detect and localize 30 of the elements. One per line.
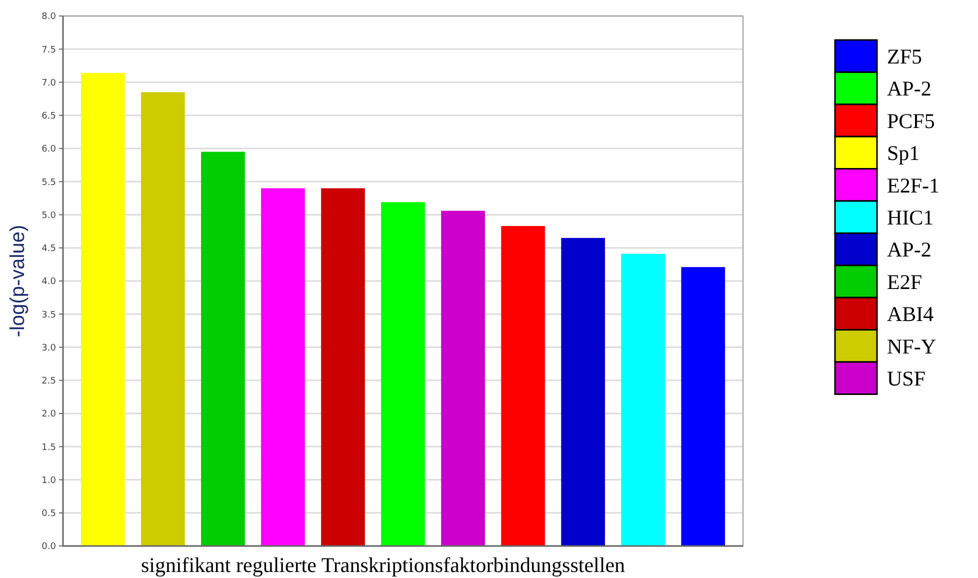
y-tick-label: 0.5 bbox=[42, 509, 56, 520]
legend-label: ABI4 bbox=[887, 302, 934, 326]
legend-label: AP-2 bbox=[887, 76, 932, 101]
y-tick-label: 2.0 bbox=[42, 410, 56, 420]
y-tick-label: 0.0 bbox=[42, 542, 56, 552]
x-axis-title: signifikant regulierte Transkriptionsfaktorbindungsstellen bbox=[140, 553, 626, 577]
y-tick-label: 4.0 bbox=[42, 277, 56, 288]
legend-label: AP-2 bbox=[887, 238, 932, 262]
y-tick-label: 4.5 bbox=[42, 244, 56, 254]
legend-label: PCF5 bbox=[887, 108, 935, 133]
y-tick-label: 8.0 bbox=[42, 12, 56, 22]
y-tick-label: 3.5 bbox=[42, 310, 56, 320]
y-tick-label: 1.0 bbox=[42, 476, 56, 486]
y-tick-label: 7.0 bbox=[42, 78, 56, 88]
y-tick-label: 6.5 bbox=[42, 112, 56, 122]
legend-label: E2F-1 bbox=[887, 173, 940, 198]
y-tick-label: 3.0 bbox=[42, 343, 56, 354]
y-tick-label: 5.5 bbox=[42, 178, 56, 188]
y-axis-title: -log(p-value) bbox=[7, 224, 29, 338]
y-tick-label: 1.5 bbox=[42, 442, 56, 453]
legend-label: USF bbox=[887, 366, 926, 390]
y-tick-label: 5.0 bbox=[42, 210, 56, 221]
legend-label: Sp1 bbox=[887, 141, 920, 166]
y-tick-label: 6.0 bbox=[42, 144, 56, 155]
legend-label: HIC1 bbox=[887, 205, 934, 230]
y-tick-label: 7.5 bbox=[42, 45, 56, 56]
legend-label: E2F bbox=[887, 270, 922, 294]
y-tick-label: 2.5 bbox=[42, 376, 56, 387]
legend-label: NF-Y bbox=[887, 334, 936, 358]
legend-label: ZF5 bbox=[887, 44, 922, 68]
